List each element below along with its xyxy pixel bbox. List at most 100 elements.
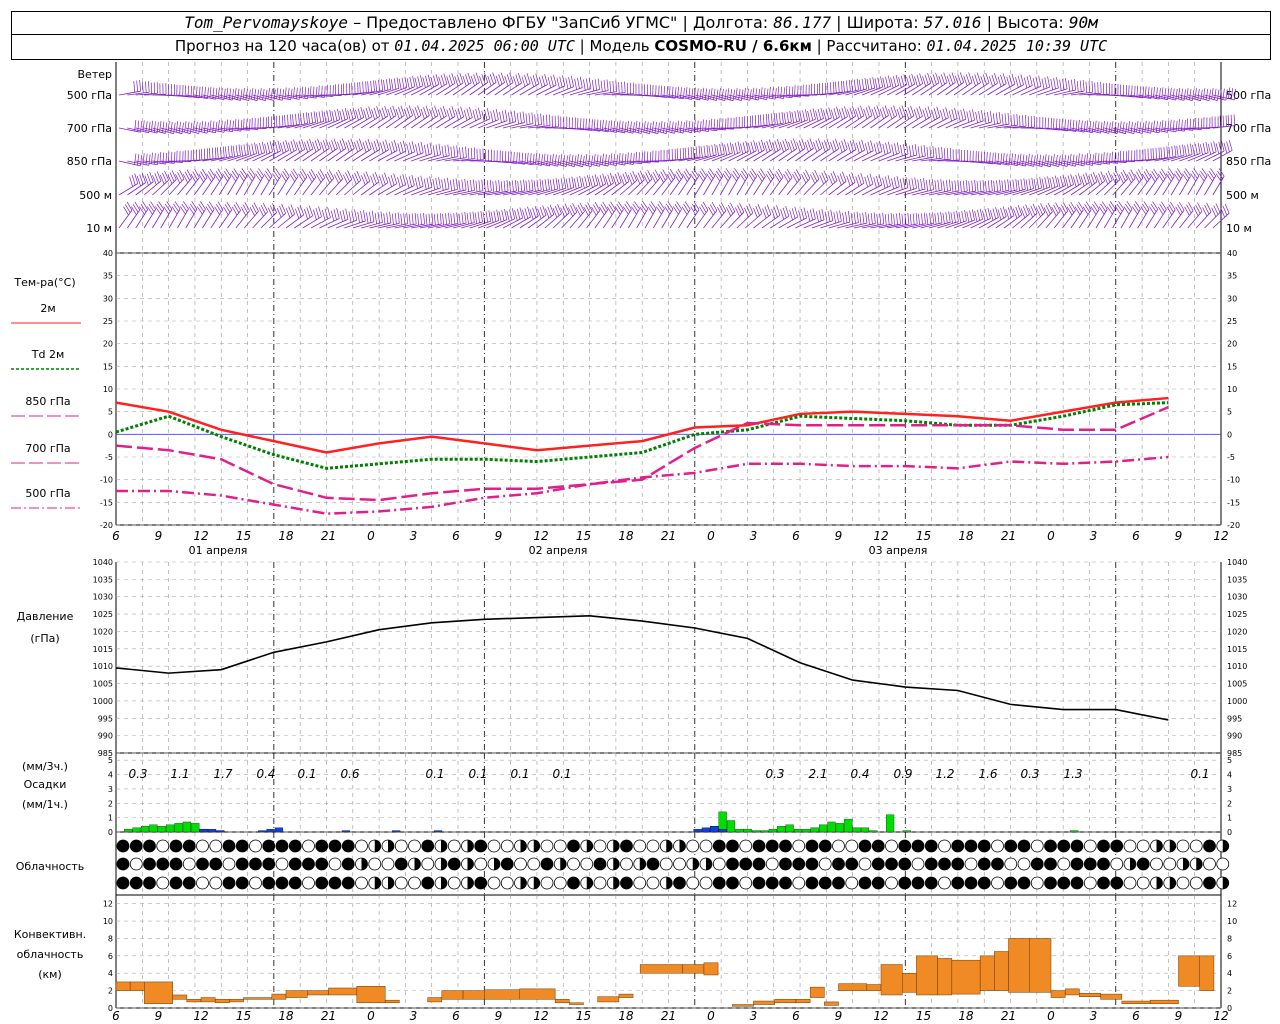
wind-barb-feather: [684, 147, 687, 159]
cloud-cover-symbol: [315, 857, 329, 871]
wind-barb-feather: [805, 109, 808, 121]
wind-barb-feather: [1070, 174, 1074, 185]
wind-barb-feather: [1001, 180, 1004, 192]
date-labels: 01 апреля 02 апреля 03 апреля: [189, 544, 928, 557]
precip-bar-rain: [182, 821, 191, 833]
wind-barb-staff: [461, 190, 484, 196]
wind-barb-feather: [1035, 207, 1041, 217]
wind-barb-staff: [1120, 208, 1133, 229]
wind-barb-feather: [276, 207, 282, 218]
wind-barb-staff: [703, 175, 716, 196]
wind-barb-feather: [1217, 89, 1220, 101]
wind-barb-feather: [843, 80, 845, 93]
wind-barb-feather: [371, 210, 375, 222]
wind-barb-feather: [1036, 178, 1040, 189]
wind-barb-staff: [285, 214, 304, 229]
wind-barb: [1104, 170, 1121, 196]
wind-barb: [1062, 79, 1085, 96]
wind-barb-feather: [749, 170, 756, 179]
wind-barb: [1070, 172, 1090, 196]
wind-barb-feather: [329, 109, 333, 121]
wind-barb-feather: [866, 175, 871, 186]
wind-barb-feather: [884, 105, 889, 116]
wind-barb-feather: [982, 74, 987, 85]
wind-barb-staff: [953, 119, 975, 129]
wind-barb-staff: [669, 176, 684, 196]
wind-barb-feather: [492, 72, 497, 83]
wind-barb: [528, 178, 550, 196]
wind-barb-feather: [1006, 76, 1011, 88]
wind-barb: [636, 201, 649, 229]
hour-tick: 6: [792, 1009, 800, 1023]
wind-barb-feather: [1059, 118, 1061, 131]
temp-line-0: [115, 396, 1169, 454]
wind-barb-staff: [1129, 177, 1144, 196]
wind-barb-staff: [344, 179, 362, 196]
wind-barb-feather: [342, 209, 346, 221]
cloud-half-fill: [1156, 840, 1163, 852]
wind-barb: [778, 168, 793, 196]
wind-barb-feather: [460, 106, 464, 117]
wind-barb-feather: [1033, 178, 1037, 190]
wind-barb: [845, 212, 868, 229]
wind-barb-staff: [811, 179, 829, 196]
wind-barb: [369, 78, 392, 96]
wind-barb-staff: [494, 218, 515, 229]
wind-barb-feather: [968, 181, 971, 193]
wind-barb-staff: [1103, 208, 1116, 229]
wind-barb-feather: [436, 213, 439, 225]
wind-barb-feather: [417, 105, 422, 116]
wind-barb-feather: [256, 144, 260, 155]
wind-barb-feather: [765, 173, 772, 182]
wind-barb-feather: [1004, 113, 1007, 125]
conv-unit: (км): [38, 968, 62, 981]
wind-barb-feather: [216, 147, 219, 159]
cloud-half-fill: [494, 858, 500, 870]
wind-barb-staff: [1012, 188, 1034, 196]
cloud-half-fill: [1222, 840, 1229, 852]
wind-barb-feather: [643, 151, 646, 163]
wind-barb-feather: [486, 108, 491, 119]
cloud-cover-symbol: [249, 857, 262, 871]
wind-barb-feather: [577, 204, 583, 214]
wind-barb-staff: [928, 158, 951, 162]
conv-title: Конвективн.: [14, 928, 86, 941]
wind-barb: [369, 211, 392, 229]
wind-barb-feather: [254, 142, 257, 154]
cloud-cover-symbol: [832, 857, 845, 871]
wind-barb-feather: [240, 145, 244, 157]
wind-barb-feather: [674, 122, 677, 134]
wind-barb-feather: [753, 207, 758, 218]
wind-barb-feather: [1113, 172, 1119, 182]
wind-barb-feather: [534, 114, 536, 126]
wind-barb-feather: [799, 111, 803, 123]
wind-barb-feather: [1215, 173, 1222, 182]
wind-barb-feather: [807, 110, 811, 122]
cloud-cover-symbol: [567, 876, 580, 890]
wind-barb-staff: [277, 94, 300, 100]
wind-barb-staff: [1095, 179, 1113, 196]
wind-barb-feather: [1118, 174, 1124, 184]
wind-barb: [260, 140, 281, 162]
cloud-cover-symbol: [540, 839, 554, 853]
wind-barb-feather: [887, 175, 891, 186]
wind-barb-feather: [1047, 202, 1053, 212]
wind-barb-feather: [798, 210, 802, 221]
wind-barb-feather: [556, 77, 560, 89]
wind-barb-feather: [515, 74, 520, 85]
wind-barb-staff: [1154, 94, 1176, 101]
wind-barb-feather: [916, 107, 921, 118]
cloud-cover-symbol: [1203, 839, 1216, 853]
wind-barb-feather: [1001, 114, 1004, 126]
y-tick-left: 1040: [93, 558, 113, 567]
wind-barb-feather: [1045, 204, 1051, 215]
wind-barb: [135, 82, 158, 96]
wind-barb-feather: [1038, 205, 1043, 215]
wind-barb-feather: [190, 173, 196, 183]
wind-barb-feather: [265, 89, 268, 101]
wind-barb-staff: [494, 121, 516, 129]
wind-barb: [411, 213, 434, 229]
wind-barb-feather: [467, 148, 470, 160]
cloud-cover-symbol: [977, 839, 991, 853]
cloud-half-fill: [441, 840, 447, 852]
